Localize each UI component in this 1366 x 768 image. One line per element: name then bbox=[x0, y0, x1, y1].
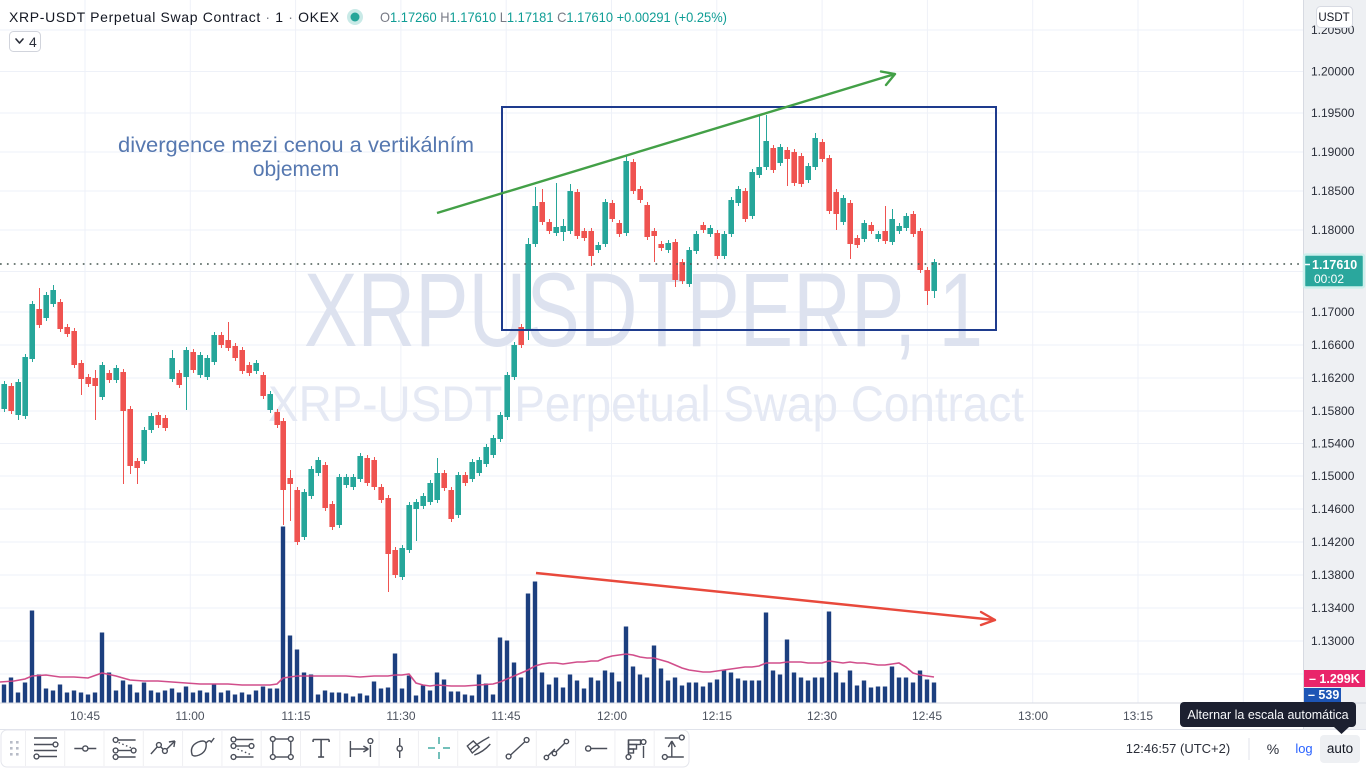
svg-text:1.19000: 1.19000 bbox=[1311, 145, 1355, 159]
svg-text:1.13400: 1.13400 bbox=[1311, 601, 1355, 615]
svg-text:11:30: 11:30 bbox=[386, 709, 415, 723]
svg-text:4: 4 bbox=[29, 34, 37, 50]
svg-text:1.15000: 1.15000 bbox=[1311, 469, 1355, 483]
svg-text:10:45: 10:45 bbox=[70, 709, 100, 723]
svg-text:1.15800: 1.15800 bbox=[1311, 404, 1355, 418]
svg-text:1.17000: 1.17000 bbox=[1311, 305, 1355, 319]
svg-text:12:15: 12:15 bbox=[702, 709, 732, 723]
svg-text:XRP-USDT Perpetual Swap Contra: XRP-USDT Perpetual Swap Contract · 1 · O… bbox=[9, 9, 340, 25]
svg-text:auto: auto bbox=[1327, 741, 1353, 756]
svg-text:1.14600: 1.14600 bbox=[1311, 502, 1355, 516]
svg-text:11:00: 11:00 bbox=[175, 709, 204, 723]
svg-text:1.16200: 1.16200 bbox=[1311, 371, 1355, 385]
svg-text:12:00: 12:00 bbox=[597, 709, 627, 723]
svg-text:1.14200: 1.14200 bbox=[1311, 535, 1355, 549]
svg-text:Alternar la escala automática: Alternar la escala automática bbox=[1187, 708, 1348, 722]
svg-text:1.19500: 1.19500 bbox=[1311, 106, 1355, 120]
svg-text:log: log bbox=[1295, 741, 1312, 756]
svg-text:11:45: 11:45 bbox=[491, 709, 520, 723]
svg-text:13:15: 13:15 bbox=[1123, 709, 1153, 723]
svg-text:12:30: 12:30 bbox=[807, 709, 837, 723]
svg-text:1.18500: 1.18500 bbox=[1311, 184, 1355, 198]
svg-text:1.17610: 1.17610 bbox=[1312, 258, 1357, 272]
svg-text:– 1.299K: – 1.299K bbox=[1309, 672, 1360, 686]
svg-text:1.13800: 1.13800 bbox=[1311, 568, 1355, 582]
svg-text:XRPUSDTPERP, 1: XRPUSDTPERP, 1 bbox=[304, 252, 983, 369]
svg-text:– 539: – 539 bbox=[1308, 688, 1339, 702]
svg-text:12:45: 12:45 bbox=[912, 709, 942, 723]
svg-text:13:00: 13:00 bbox=[1018, 709, 1048, 723]
svg-text:O1.17260 H1.17610 L1.17181 C1.: O1.17260 H1.17610 L1.17181 C1.17610 +0.0… bbox=[380, 9, 727, 25]
svg-text:1.20000: 1.20000 bbox=[1311, 65, 1355, 79]
svg-text:1.15400: 1.15400 bbox=[1311, 437, 1355, 451]
svg-text:1.13000: 1.13000 bbox=[1311, 634, 1355, 648]
svg-text:divergence mezi cenou a vertik: divergence mezi cenou a vertikálním bbox=[118, 134, 474, 157]
svg-text:XRP-USDT Perpetual Swap Contra: XRP-USDT Perpetual Swap Contract bbox=[268, 376, 1024, 432]
svg-text:00:02: 00:02 bbox=[1314, 272, 1344, 286]
svg-text:%: % bbox=[1267, 741, 1279, 757]
svg-text:1.16600: 1.16600 bbox=[1311, 338, 1355, 352]
svg-text:11:15: 11:15 bbox=[281, 709, 310, 723]
svg-text:objemem: objemem bbox=[253, 158, 339, 181]
svg-text:1.18000: 1.18000 bbox=[1311, 223, 1355, 237]
svg-text:12:46:57 (UTC+2): 12:46:57 (UTC+2) bbox=[1126, 741, 1230, 756]
svg-text:USDT: USDT bbox=[1318, 12, 1349, 24]
